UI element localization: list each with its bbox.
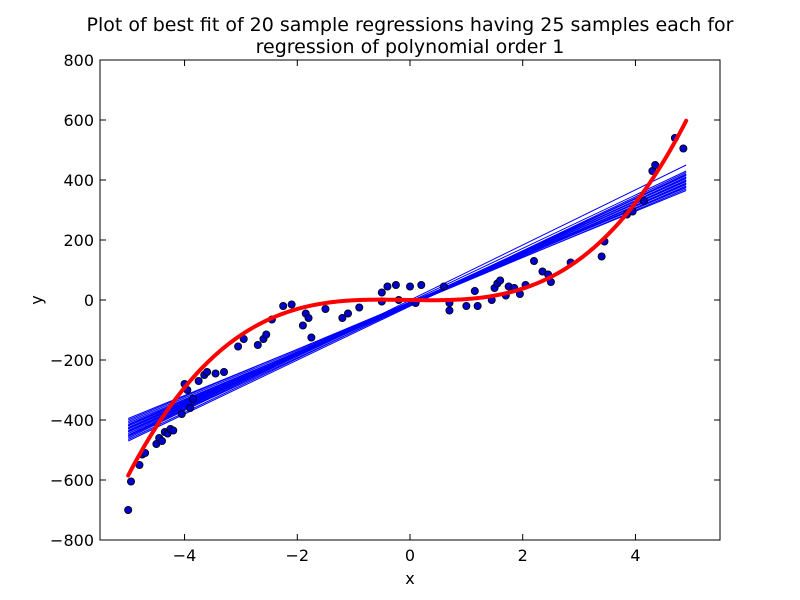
- fit-line-20: [127, 186, 687, 421]
- sample-point: [377, 288, 386, 297]
- sample-point: [473, 301, 482, 310]
- sample-point: [298, 321, 307, 330]
- sample-point: [219, 367, 228, 376]
- sample-point: [679, 144, 688, 153]
- y-tick-label: 400: [63, 171, 94, 190]
- sample-point: [211, 369, 220, 378]
- y-tick-label: 800: [63, 51, 94, 70]
- sample-point: [304, 313, 313, 322]
- sample-point: [124, 505, 133, 514]
- y-tick-label: −600: [50, 471, 94, 490]
- x-tick-label: 2: [518, 546, 528, 565]
- sample-point: [530, 256, 539, 265]
- sample-point: [405, 282, 414, 291]
- sample-point: [188, 394, 197, 403]
- sample-point: [186, 403, 195, 412]
- sample-point: [445, 306, 454, 315]
- sample-point: [639, 196, 648, 205]
- sample-point: [234, 342, 243, 351]
- sample-point: [343, 309, 352, 318]
- y-tick-label: 600: [63, 111, 94, 130]
- sample-point: [597, 252, 606, 261]
- y-tick-label: 200: [63, 231, 94, 250]
- axis-ticks: −4 −2 0 2 4 −800 −600 −400 −200 0 200 400 600 800: [50, 51, 720, 565]
- y-tick-label: −800: [50, 531, 94, 550]
- sample-point: [169, 426, 178, 435]
- sample-point: [253, 340, 262, 349]
- chart-title-line-2: regression of polynomial order 1: [256, 36, 565, 58]
- sample-point: [279, 301, 288, 310]
- sample-point: [262, 330, 271, 339]
- sample-point: [383, 282, 392, 291]
- sample-point: [287, 300, 296, 309]
- sample-point: [157, 436, 166, 445]
- sample-point: [355, 303, 364, 312]
- sample-point: [307, 333, 316, 342]
- sample-point: [338, 313, 347, 322]
- x-tick-label: 4: [630, 546, 640, 565]
- y-tick-label: −200: [50, 351, 94, 370]
- sample-point: [462, 301, 471, 310]
- sample-point: [417, 280, 426, 289]
- fit-line-15: [127, 172, 687, 440]
- sample-point: [321, 304, 330, 313]
- true-curve-line: [126, 118, 689, 478]
- x-axis-label: x: [405, 569, 414, 588]
- x-tick-label: 0: [405, 546, 415, 565]
- fit-line-16: [127, 174, 687, 437]
- sample-point: [194, 376, 203, 385]
- sample-point: [203, 367, 212, 376]
- x-tick-label: −4: [173, 546, 197, 565]
- fit-line-19: [127, 183, 687, 426]
- plot-area: [124, 118, 689, 514]
- sample-point: [177, 409, 186, 418]
- sample-point: [391, 280, 400, 289]
- y-tick-label: −400: [50, 411, 94, 430]
- y-axis-label: y: [27, 295, 46, 304]
- sample-point: [470, 286, 479, 295]
- sample-point: [127, 477, 136, 486]
- y-tick-label: 0: [84, 291, 94, 310]
- sample-point: [439, 282, 448, 291]
- sample-point: [496, 276, 505, 285]
- x-tick-label: −2: [285, 546, 309, 565]
- sample-point: [651, 160, 660, 169]
- chart-title-line-1: Plot of best fit of 20 sample regression…: [87, 14, 734, 36]
